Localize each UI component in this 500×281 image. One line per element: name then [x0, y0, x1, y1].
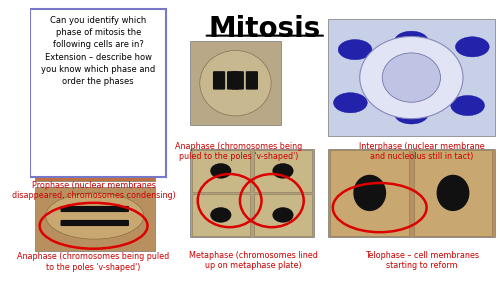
Ellipse shape [272, 207, 293, 223]
Ellipse shape [456, 37, 489, 57]
Ellipse shape [334, 93, 368, 113]
FancyBboxPatch shape [60, 220, 129, 226]
Ellipse shape [210, 207, 232, 223]
Ellipse shape [101, 96, 148, 164]
Ellipse shape [436, 175, 470, 211]
Ellipse shape [360, 37, 463, 119]
Ellipse shape [109, 110, 140, 149]
Text: Anaphase (chromosomes being puled
to the poles 'v-shaped'): Anaphase (chromosomes being puled to the… [18, 252, 170, 272]
Text: Can you identify which
phase of mitosis the
following cells are in?
Extension – : Can you identify which phase of mitosis … [41, 16, 156, 86]
Ellipse shape [50, 110, 80, 149]
FancyBboxPatch shape [213, 71, 225, 90]
FancyBboxPatch shape [254, 150, 312, 192]
Ellipse shape [210, 163, 232, 179]
Text: Prophase (nuclear membranes
disappeared, chromosomes condensing): Prophase (nuclear membranes disappeared,… [12, 181, 175, 200]
FancyBboxPatch shape [328, 149, 494, 237]
Text: Metaphase (chromosomes lined
up on metaphase plate): Metaphase (chromosomes lined up on metap… [188, 251, 318, 270]
Text: Interphase (nuclear membrane
and nucleolus still in tact): Interphase (nuclear membrane and nucleol… [359, 142, 484, 161]
FancyBboxPatch shape [35, 187, 154, 251]
Ellipse shape [42, 96, 88, 164]
Text: Telophase – cell membranes
starting to reform: Telophase – cell membranes starting to r… [365, 251, 479, 270]
FancyBboxPatch shape [190, 41, 281, 125]
FancyBboxPatch shape [192, 150, 250, 192]
FancyBboxPatch shape [414, 150, 492, 235]
Ellipse shape [394, 31, 428, 51]
FancyBboxPatch shape [60, 206, 129, 212]
Ellipse shape [200, 51, 271, 116]
FancyBboxPatch shape [232, 71, 244, 90]
FancyBboxPatch shape [330, 150, 409, 235]
Text: Mitosis: Mitosis [208, 15, 321, 43]
FancyBboxPatch shape [246, 71, 258, 90]
Ellipse shape [338, 40, 372, 60]
Text: Anaphase (chromosomes being
puled to the poles 'v-shaped'): Anaphase (chromosomes being puled to the… [176, 142, 302, 161]
Ellipse shape [46, 193, 144, 239]
FancyBboxPatch shape [35, 90, 154, 181]
Ellipse shape [394, 104, 428, 124]
FancyBboxPatch shape [30, 9, 166, 177]
FancyBboxPatch shape [190, 149, 314, 237]
FancyBboxPatch shape [254, 194, 312, 235]
FancyBboxPatch shape [328, 19, 494, 136]
FancyBboxPatch shape [192, 194, 250, 235]
Ellipse shape [451, 96, 484, 115]
Ellipse shape [382, 53, 440, 102]
Ellipse shape [354, 175, 386, 211]
FancyBboxPatch shape [227, 71, 239, 90]
Ellipse shape [272, 163, 293, 179]
